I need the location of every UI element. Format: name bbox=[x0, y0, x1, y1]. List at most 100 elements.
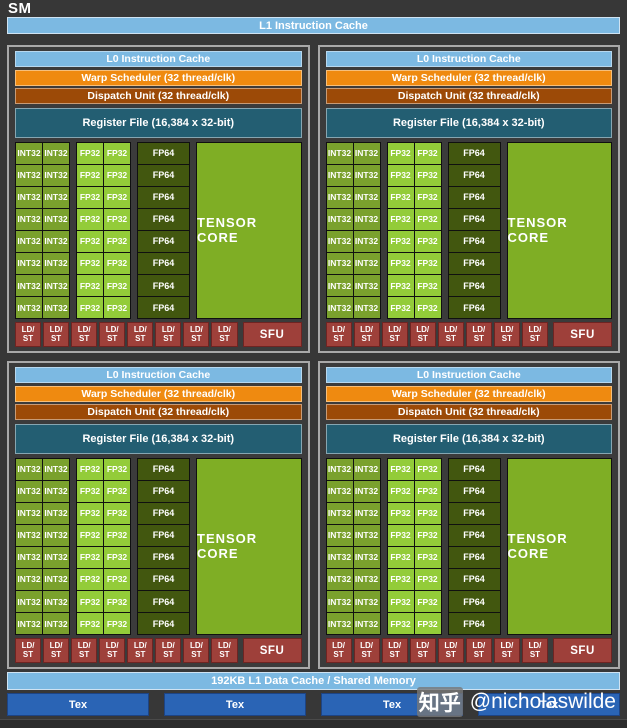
int32-core: INT32 bbox=[353, 142, 380, 164]
fp32-core: FP32 bbox=[387, 186, 414, 208]
ldst-unit: LD/ST bbox=[43, 322, 70, 347]
ldst-unit: LD/ST bbox=[493, 638, 520, 663]
int32-core: INT32 bbox=[43, 297, 69, 319]
int32-core: INT32 bbox=[16, 275, 42, 297]
fp64-core: FP64 bbox=[448, 186, 500, 208]
fp64-core: FP64 bbox=[138, 142, 189, 164]
int32-core: INT32 bbox=[43, 186, 69, 208]
int32-core: INT32 bbox=[43, 568, 69, 590]
fp32-core: FP32 bbox=[414, 458, 441, 480]
fp32-core: FP32 bbox=[77, 142, 103, 164]
int32-core: INT32 bbox=[43, 208, 69, 230]
ldst-unit: LD/ST bbox=[465, 638, 492, 663]
int32-core: INT32 bbox=[43, 546, 69, 568]
fp32-core-block: FP32 FP32 FP32 FP32 FP32 FP32 FP32 FP32 FP32 FP32… bbox=[386, 141, 442, 320]
int32-core: INT32 bbox=[326, 297, 353, 319]
int32-core-block: INT32 INT32 INT32 INT32 INT32 INT32 INT32 INT32… bbox=[325, 457, 381, 636]
tex-unit: Tex bbox=[164, 693, 306, 716]
int32-core: INT32 bbox=[353, 252, 380, 274]
ldst-unit: LD/ST bbox=[71, 638, 98, 663]
fp32-core: FP32 bbox=[77, 480, 103, 502]
warp-scheduler: Warp Scheduler (32 thread/clk) bbox=[15, 69, 302, 86]
ldst-sfu-row: LD/ST LD/ST LD/ST LD/ST LD/ST LD/ST LD/ST LD/ST… bbox=[15, 638, 302, 663]
int32-core: INT32 bbox=[353, 480, 380, 502]
fp64-core: FP64 bbox=[138, 546, 189, 568]
ldst-unit: LD/ST bbox=[325, 322, 352, 347]
fp64-core: FP64 bbox=[138, 502, 189, 524]
int32-core: INT32 bbox=[16, 546, 42, 568]
ldst-unit: LD/ST bbox=[71, 322, 98, 347]
fp64-core: FP64 bbox=[448, 297, 500, 319]
fp32-core: FP32 bbox=[414, 502, 441, 524]
int32-core: INT32 bbox=[16, 164, 42, 186]
int32-core: INT32 bbox=[326, 275, 353, 297]
fp32-core: FP32 bbox=[77, 524, 103, 546]
int32-core: INT32 bbox=[43, 480, 69, 502]
int32-core: INT32 bbox=[353, 524, 380, 546]
fp64-core: FP64 bbox=[138, 208, 189, 230]
fp32-core: FP32 bbox=[414, 524, 441, 546]
int32-core: INT32 bbox=[326, 186, 353, 208]
int32-core: INT32 bbox=[353, 568, 380, 590]
int32-core: INT32 bbox=[326, 252, 353, 274]
fp32-core: FP32 bbox=[414, 297, 441, 319]
fp64-core: FP64 bbox=[138, 458, 189, 480]
fp64-core: FP64 bbox=[448, 252, 500, 274]
register-file: Register File (16,384 x 32-bit) bbox=[15, 107, 302, 138]
int32-core: INT32 bbox=[353, 186, 380, 208]
dispatch-unit: Dispatch Unit (32 thread/clk) bbox=[325, 87, 612, 104]
int32-core: INT32 bbox=[16, 230, 42, 252]
int32-core: INT32 bbox=[16, 524, 42, 546]
ldst-unit: LD/ST bbox=[155, 322, 182, 347]
fp64-core: FP64 bbox=[138, 164, 189, 186]
tex-unit: Tex bbox=[7, 693, 149, 716]
register-file: Register File (16,384 x 32-bit) bbox=[15, 423, 302, 454]
fp32-core: FP32 bbox=[387, 458, 414, 480]
ldst-units: LD/ST LD/ST LD/ST LD/ST LD/ST LD/ST LD/ST LD/ST bbox=[15, 638, 238, 663]
fp32-core-block: FP32 FP32 FP32 FP32 FP32 FP32 FP32 FP32 FP32 FP32… bbox=[386, 457, 442, 636]
int32-core: INT32 bbox=[43, 502, 69, 524]
fp32-core: FP32 bbox=[77, 613, 103, 635]
tensor-core: TENSOR CORE bbox=[506, 457, 612, 636]
sfu-unit: SFU bbox=[553, 638, 612, 663]
ldst-sfu-row: LD/ST LD/ST LD/ST LD/ST LD/ST LD/ST LD/ST LD/ST… bbox=[15, 322, 302, 347]
fp64-core: FP64 bbox=[448, 458, 500, 480]
fp64-core: FP64 bbox=[448, 480, 500, 502]
warp-scheduler: Warp Scheduler (32 thread/clk) bbox=[325, 385, 612, 402]
footer-strip bbox=[0, 719, 627, 728]
fp32-core: FP32 bbox=[387, 591, 414, 613]
fp32-core: FP32 bbox=[414, 142, 441, 164]
l1-instruction-cache: L1 Instruction Cache bbox=[7, 17, 620, 34]
fp32-core: FP32 bbox=[104, 142, 130, 164]
fp32-core: FP32 bbox=[77, 208, 103, 230]
fp32-core: FP32 bbox=[414, 230, 441, 252]
fp32-core: FP32 bbox=[387, 230, 414, 252]
int32-core: INT32 bbox=[16, 142, 42, 164]
ldst-unit: LD/ST bbox=[183, 638, 210, 663]
fp64-core: FP64 bbox=[448, 275, 500, 297]
fp32-core: FP32 bbox=[414, 208, 441, 230]
fp32-core: FP32 bbox=[104, 275, 130, 297]
fp32-core: FP32 bbox=[104, 613, 130, 635]
fp32-core: FP32 bbox=[104, 252, 130, 274]
fp32-core-block: FP32 FP32 FP32 FP32 FP32 FP32 FP32 FP32 FP32 FP32… bbox=[76, 141, 131, 320]
fp32-core: FP32 bbox=[77, 546, 103, 568]
tensor-core: TENSOR CORE bbox=[196, 457, 302, 636]
fp32-core: FP32 bbox=[387, 275, 414, 297]
int32-core-block: INT32 INT32 INT32 INT32 INT32 INT32 INT32 INT32… bbox=[15, 457, 70, 636]
int32-core: INT32 bbox=[16, 568, 42, 590]
dispatch-unit: Dispatch Unit (32 thread/clk) bbox=[15, 87, 302, 104]
fp32-core: FP32 bbox=[77, 186, 103, 208]
register-file: Register File (16,384 x 32-bit) bbox=[325, 423, 612, 454]
ldst-units: LD/ST LD/ST LD/ST LD/ST LD/ST LD/ST LD/ST LD/ST bbox=[325, 638, 548, 663]
watermark-site-logo: 知乎 bbox=[416, 687, 463, 717]
int32-core: INT32 bbox=[326, 524, 353, 546]
fp32-core: FP32 bbox=[104, 164, 130, 186]
int32-core-block: INT32 INT32 INT32 INT32 INT32 INT32 INT32 INT32… bbox=[15, 141, 70, 320]
tex-unit: Tex bbox=[478, 693, 620, 716]
fp32-core: FP32 bbox=[387, 142, 414, 164]
int32-core: INT32 bbox=[326, 230, 353, 252]
fp32-core: FP32 bbox=[387, 252, 414, 274]
ldst-unit: LD/ST bbox=[437, 322, 464, 347]
fp64-core: FP64 bbox=[448, 164, 500, 186]
